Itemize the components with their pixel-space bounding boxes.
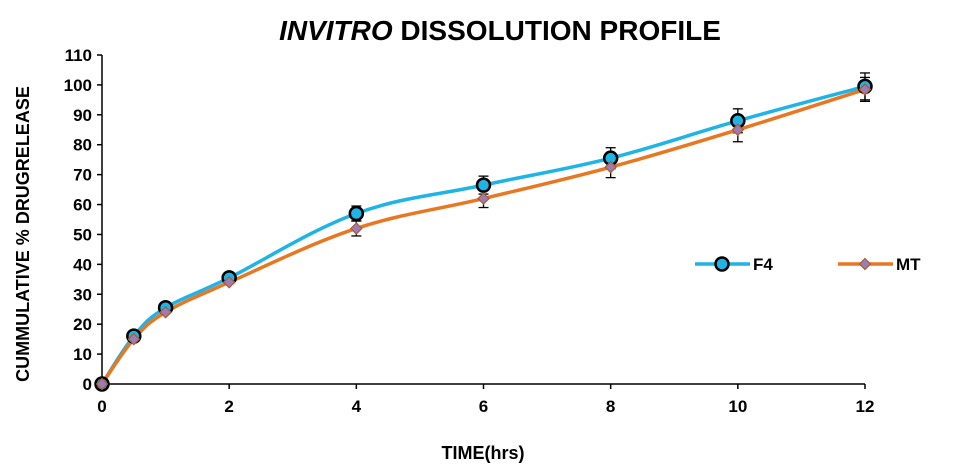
data-point-mt (731, 123, 745, 137)
y-tick-label: 10 (73, 345, 92, 364)
data-point-mt (222, 275, 236, 289)
y-tick-label: 90 (73, 106, 92, 125)
data-point-mt (127, 332, 141, 346)
x-axis-title: TIME(hrs) (442, 443, 525, 463)
x-tick-label: 12 (856, 397, 875, 416)
y-tick-label: 30 (73, 285, 92, 304)
chart-title-italic: INVITRO (279, 15, 393, 46)
axes: 0 10 20 30 40 50 60 70 80 90 100 110 0 2 4 6 8 10 12 (64, 46, 875, 416)
y-tick-label: 40 (73, 255, 92, 274)
legend: F4 MT (695, 255, 921, 274)
y-tick-label: 0 (83, 375, 92, 394)
legend-marker-f4 (714, 256, 730, 272)
series-lines (100, 84, 866, 386)
data-point-mt (95, 377, 109, 391)
legend-marker-mt (858, 257, 872, 271)
data-point-mt (604, 160, 618, 174)
series-line-f4 (100, 84, 866, 385)
y-tick-label: 60 (73, 196, 92, 215)
legend-label-mt: MT (896, 255, 921, 274)
y-tick-label: 80 (73, 136, 92, 155)
chart-title-rest: DISSOLUTION PROFILE (393, 15, 721, 46)
data-point-mt (858, 83, 872, 96)
y-tick-label: 70 (73, 166, 92, 185)
y-axis-title: CUMMULATIVE % DRUGRELEASE (13, 86, 33, 382)
data-point-mt (159, 305, 172, 319)
y-tick-label: 20 (73, 315, 92, 334)
data-point-mt (349, 222, 363, 235)
legend-label-f4: F4 (753, 255, 773, 274)
data-point-mt (477, 192, 490, 205)
x-tick-label: 8 (606, 397, 615, 416)
series-markers (94, 78, 873, 392)
x-tick-label: 10 (728, 397, 747, 416)
data-point-f4 (348, 205, 365, 222)
x-tick-label: 6 (479, 397, 488, 416)
x-tick-label: 2 (224, 397, 233, 416)
series-line-mt (100, 87, 866, 386)
y-tick-label: 110 (65, 46, 92, 65)
x-tick-label: 0 (97, 397, 106, 416)
chart-title: INVITRO DISSOLUTION PROFILE (279, 15, 721, 46)
y-tick-label: 100 (64, 76, 92, 95)
x-tick-label: 4 (352, 397, 362, 416)
y-tick-label: 50 (73, 225, 92, 244)
data-point-f4 (475, 177, 492, 193)
